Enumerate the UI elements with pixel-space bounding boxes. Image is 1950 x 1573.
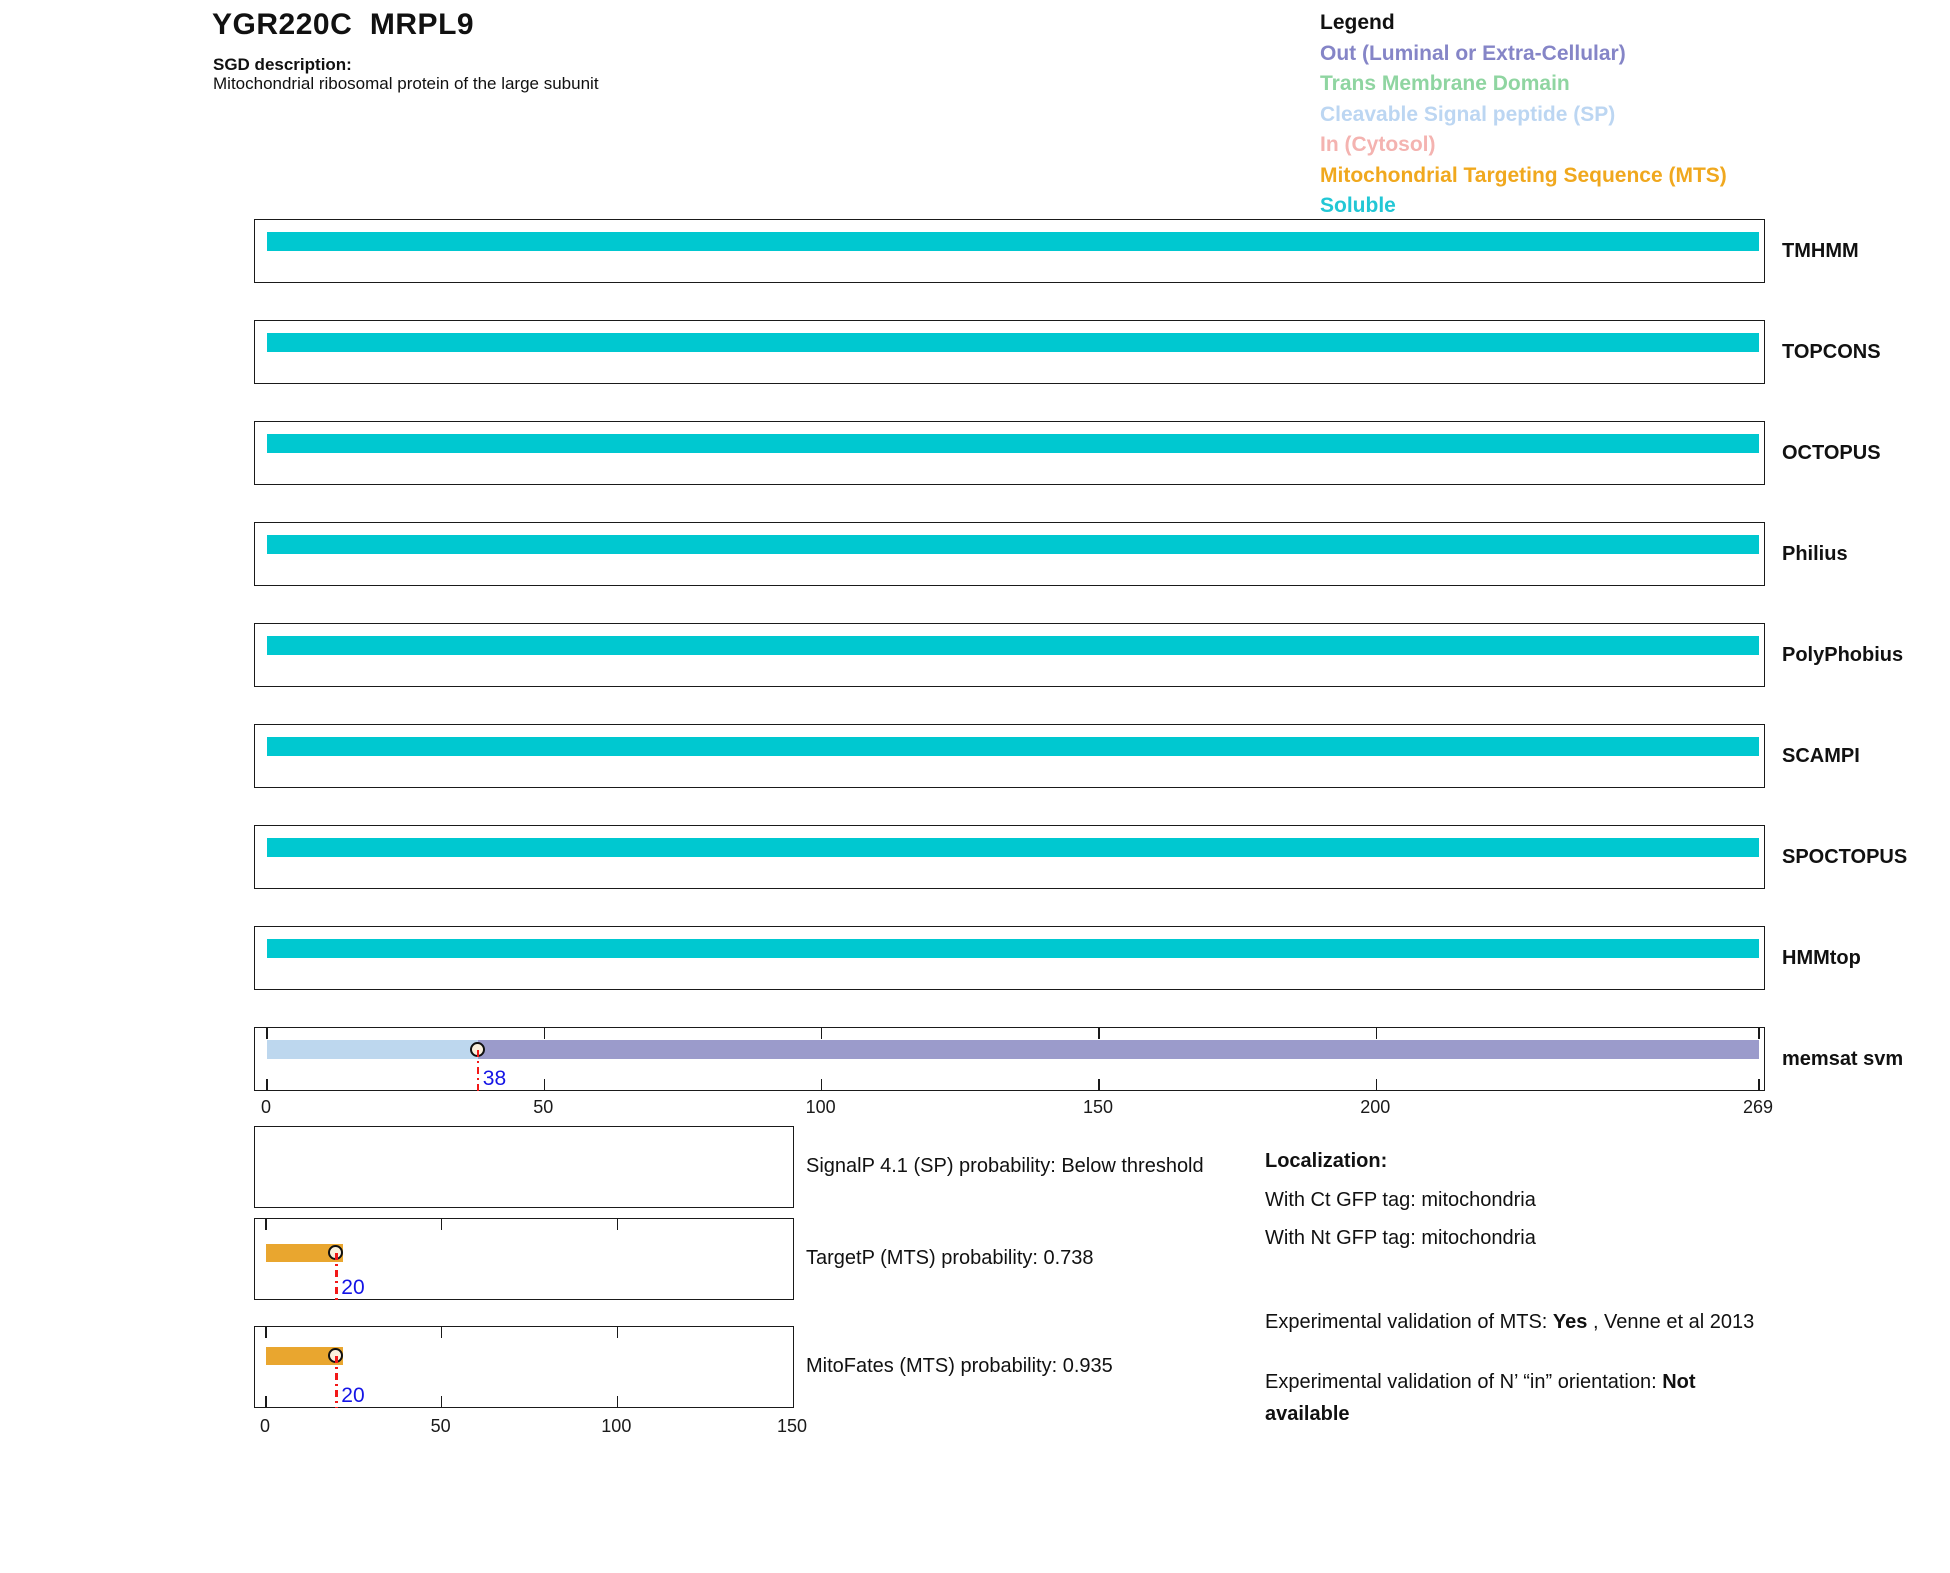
track-label: PolyPhobius [1782,644,1904,666]
axis-tick [266,1079,268,1090]
axis-tick [1098,1079,1100,1090]
legend-item: Cleavable Signal peptide (SP) [1320,102,1616,126]
legend-item: Trans Membrane Domain [1320,72,1570,96]
marker-dashed-line [476,1049,480,1091]
axis-tick [543,1079,546,1090]
legend-title: Legend [1320,11,1395,34]
track-label: Philius [1782,543,1848,565]
axis-tick [440,1396,443,1407]
track-label: SCAMPI [1782,745,1860,767]
mts-validation-prefix: Experimental validation of MTS: [1265,1311,1553,1333]
track-box-memsat-svm: 38 [254,1027,1765,1091]
localization-title: Localization: [1265,1150,1388,1172]
axis-tick [820,1079,823,1090]
probability-bar-mts [266,1244,344,1262]
axis-tick [440,1327,443,1338]
axis-tick [616,1396,619,1407]
legend-item: Mitochondrial Targeting Sequence (MTS) [1320,163,1727,187]
probability-axis-tick-label: 150 [776,1416,808,1436]
axis-tick [265,1327,267,1338]
track-label: memsat svm [1782,1048,1904,1070]
track-label: SPOCTOPUS [1782,846,1908,868]
mts-validation-suffix: , Venne et al 2013 [1587,1311,1755,1333]
track-segment-soluble [267,838,1759,857]
axis-tick [1098,1028,1100,1039]
axis-tick [266,1028,268,1039]
marker-value-label: 20 [341,1275,365,1299]
localization-nt-line: With Nt GFP tag: mitochondria [1265,1227,1536,1249]
sequence-axis-tick-label: 0 [260,1097,271,1117]
mts-validation-line: Experimental validation of MTS: Yes , Ve… [1265,1306,1754,1338]
axis-tick [1375,1079,1378,1090]
track-segment-out [477,1040,1759,1059]
localization-ct-line: With Ct GFP tag: mitochondria [1265,1189,1536,1211]
sgd-description-text: Mitochondrial ribosomal protein of the l… [213,74,599,93]
legend: Legend Out (Luminal or Extra-Cellular) Tr… [1320,8,1727,222]
probability-panel-label: SignalP 4.1 (SP) probability: Below thre… [806,1155,1204,1177]
track-segment-soluble [267,939,1759,958]
legend-item: In (Cytosol) [1320,133,1436,157]
probability-panel-label: TargetP (MTS) probability: 0.738 [806,1247,1094,1269]
track-box-hmmtop [254,926,1765,990]
axis-tick [1758,1028,1760,1039]
track-box-scampi [254,724,1765,788]
axis-tick [543,1028,546,1039]
probability-panel-label: MitoFates (MTS) probability: 0.935 [806,1355,1113,1377]
probability-bar-mts [266,1347,344,1365]
track-box-spoctopus [254,825,1765,889]
legend-item: Out (Luminal or Extra-Cellular) [1320,41,1626,65]
axis-tick [820,1028,823,1039]
probability-axis-tick-label: 0 [259,1416,270,1436]
page-title: YGR220C MRPL9 [212,8,475,41]
track-box-philius [254,522,1765,586]
track-label: OCTOPUS [1782,442,1881,464]
marker-dashed-line [335,1253,338,1300]
marker-dashed-line [335,1356,338,1408]
track-segment-soluble [267,434,1759,453]
orientation-validation-line: Experimental validation of N’ “in” orien… [1265,1366,1745,1430]
probability-box-2: 20 [254,1326,794,1408]
track-segment-soluble [267,737,1759,756]
track-segment-soluble [267,333,1759,352]
track-segment-soluble [267,232,1759,251]
sequence-axis-tick-label: 269 [1742,1097,1774,1117]
sequence-axis-tick-label: 100 [805,1097,836,1117]
track-label: TOPCONS [1782,341,1881,363]
track-segment-soluble [267,636,1759,655]
probability-axis-tick-label: 50 [430,1416,451,1436]
track-box-octopus [254,421,1765,485]
track-segment-soluble [267,535,1759,554]
track-box-topcons [254,320,1765,384]
mts-validation-value: Yes [1552,1311,1588,1333]
axis-tick [1758,1079,1760,1090]
track-label: TMHMM [1782,240,1859,262]
marker-value-label: 20 [341,1383,365,1407]
marker-value-label: 38 [482,1066,507,1090]
legend-item: Soluble [1320,194,1396,218]
sequence-axis-tick-label: 50 [533,1097,554,1117]
axis-tick [1375,1028,1378,1039]
sgd-description-label: SGD description: [213,55,352,74]
axis-tick [616,1219,619,1230]
probability-axis-tick-label: 100 [601,1416,632,1436]
orientation-validation-value: Not available [1265,1371,1696,1425]
track-label: HMMtop [1782,947,1861,969]
orientation-validation-prefix: Experimental validation of N’ “in” orien… [1265,1371,1663,1393]
axis-tick [616,1327,619,1338]
track-box-polyphobius [254,623,1765,687]
track-box-tmhmm [254,219,1765,283]
sequence-axis-tick-label: 150 [1082,1097,1113,1117]
axis-tick [265,1396,267,1407]
track-segment-sp [267,1040,478,1059]
legend-items: Out (Luminal or Extra-Cellular) Trans Mem… [1320,39,1727,223]
axis-tick [265,1219,267,1230]
axis-tick [440,1219,443,1230]
sequence-axis-tick-label: 200 [1360,1097,1391,1117]
probability-box-0 [254,1126,794,1208]
probability-box-1: 20 [254,1218,794,1300]
